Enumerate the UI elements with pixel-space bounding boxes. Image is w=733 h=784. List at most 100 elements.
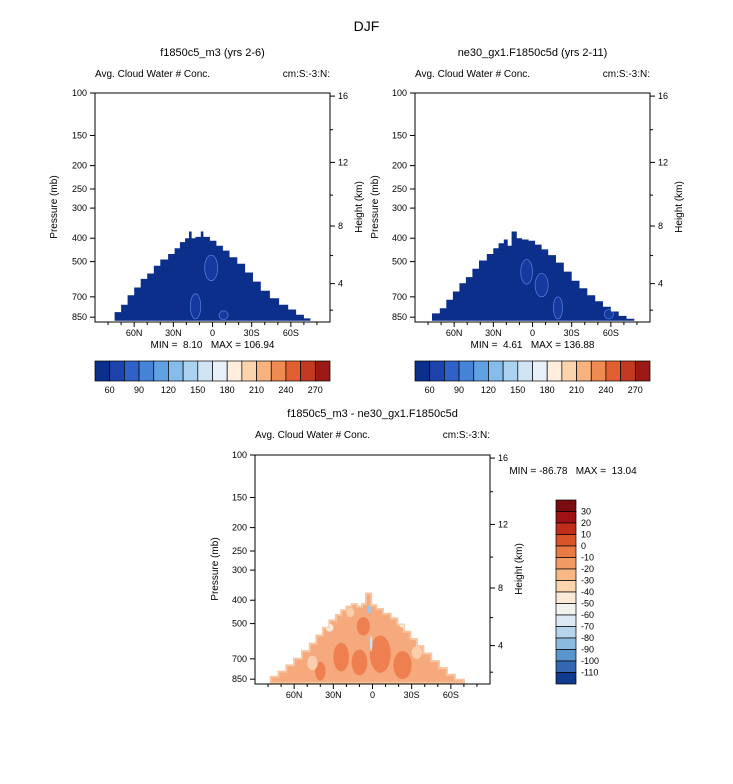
panel-0-axes: 100 150 200 250 300 400 500 700 850 16 12 8 4 60N 30N 0… <box>72 88 348 338</box>
svg-text:60N: 60N <box>126 328 143 338</box>
panel1-title: f1850c5_m3 (yrs 2-6) <box>160 47 265 59</box>
panel2-subtitle-left: Avg. Cloud Water # Conc. <box>415 69 531 80</box>
svg-text:150: 150 <box>510 385 525 395</box>
svg-text:240: 240 <box>278 385 293 395</box>
svg-text:0: 0 <box>210 328 215 338</box>
svg-text:60: 60 <box>105 385 115 395</box>
panel1-minmax-label: MIN = 8.10 MAX = 106.94 <box>150 340 275 351</box>
svg-text:8: 8 <box>338 221 343 231</box>
svg-text:700: 700 <box>232 654 247 664</box>
svg-text:210: 210 <box>569 385 584 395</box>
svg-text:300: 300 <box>392 203 407 213</box>
svg-text:-10: -10 <box>581 553 594 563</box>
panel-1-contour-details <box>520 259 614 320</box>
svg-text:-90: -90 <box>581 645 594 655</box>
svg-text:250: 250 <box>232 546 247 556</box>
svg-text:-60: -60 <box>581 610 594 620</box>
svg-text:150: 150 <box>232 492 247 502</box>
svg-text:30S: 30S <box>244 328 260 338</box>
svg-text:90: 90 <box>134 385 144 395</box>
panel1-units-label: cm:S:-3:N: <box>282 69 330 80</box>
svg-text:60N: 60N <box>446 328 463 338</box>
svg-text:-110: -110 <box>581 668 598 678</box>
svg-text:0: 0 <box>370 690 375 700</box>
panel-2-contour-region <box>269 592 465 684</box>
panel-1-colorbar: 60 90 120 150 180 210 240 270 <box>414 360 651 395</box>
panel-2-axes: 100 150 200 250 300 400 500 700 850 16 12 8 4 60N 30N 0… <box>232 450 508 700</box>
panel-0-colorbar: 60 90 120 150 180 210 240 270 <box>94 360 331 395</box>
svg-text:30S: 30S <box>404 690 420 700</box>
svg-text:30N: 30N <box>165 328 182 338</box>
svg-text:8: 8 <box>498 583 503 593</box>
svg-text:60S: 60S <box>443 690 459 700</box>
panel-0: 100 150 200 250 300 400 500 700 850 16 12 8 4 60N 30N 0… <box>72 88 348 395</box>
svg-text:400: 400 <box>72 233 87 243</box>
svg-text:-100: -100 <box>581 656 599 666</box>
svg-text:240: 240 <box>598 385 613 395</box>
svg-text:210: 210 <box>249 385 264 395</box>
svg-text:-30: -30 <box>581 576 594 586</box>
svg-text:270: 270 <box>628 385 643 395</box>
svg-text:16: 16 <box>658 91 668 101</box>
panel3-units-label: cm:S:-3:N: <box>442 430 490 441</box>
svg-text:16: 16 <box>338 91 348 101</box>
svg-text:150: 150 <box>392 130 407 140</box>
svg-text:250: 250 <box>72 184 87 194</box>
svg-text:60: 60 <box>425 385 435 395</box>
svg-text:200: 200 <box>72 161 87 171</box>
svg-text:120: 120 <box>481 385 496 395</box>
svg-text:150: 150 <box>190 385 205 395</box>
svg-text:8: 8 <box>658 221 663 231</box>
panel-1: 100 150 200 250 300 400 500 700 850 16 12 8 4 60N 30N 0… <box>392 88 668 395</box>
svg-text:500: 500 <box>392 257 407 267</box>
svg-text:12: 12 <box>498 519 508 529</box>
svg-text:12: 12 <box>338 157 348 167</box>
svg-text:700: 700 <box>392 292 407 302</box>
svg-text:850: 850 <box>72 312 87 322</box>
panel-1-axes: 100 150 200 250 300 400 500 700 850 16 12 8 4 60N 30N 0… <box>392 88 668 338</box>
panel3-minmax-label: MIN = -86.78 MAX = 13.04 <box>509 466 637 477</box>
svg-text:500: 500 <box>232 619 247 629</box>
svg-text:400: 400 <box>392 233 407 243</box>
svg-text:500: 500 <box>72 257 87 267</box>
panel2-units-label: cm:S:-3:N: <box>602 69 650 80</box>
svg-text:100: 100 <box>232 450 247 460</box>
svg-text:30: 30 <box>581 507 591 517</box>
panel-2-contour-details <box>307 605 423 681</box>
svg-text:200: 200 <box>392 161 407 171</box>
svg-text:300: 300 <box>232 565 247 575</box>
panel-1-contour-region <box>432 231 635 321</box>
panel-0-contour-details <box>189 254 229 321</box>
svg-text:60N: 60N <box>286 690 303 700</box>
svg-text:-40: -40 <box>581 587 594 597</box>
svg-text:4: 4 <box>338 279 343 289</box>
svg-text:250: 250 <box>392 184 407 194</box>
svg-text:12: 12 <box>658 157 668 167</box>
svg-text:150: 150 <box>72 130 87 140</box>
svg-text:30N: 30N <box>325 690 342 700</box>
svg-text:4: 4 <box>498 641 503 651</box>
svg-text:60S: 60S <box>283 328 299 338</box>
svg-text:400: 400 <box>232 595 247 605</box>
svg-text:200: 200 <box>232 523 247 533</box>
svg-text:90: 90 <box>454 385 464 395</box>
svg-text:100: 100 <box>392 88 407 98</box>
panel2-title: ne30_gx1.F1850c5d (yrs 2-11) <box>457 47 608 59</box>
figure-title: DJF <box>353 18 380 34</box>
svg-text:850: 850 <box>232 674 247 684</box>
svg-text:180: 180 <box>540 385 555 395</box>
panel3-title: f1850c5_m3 - ne30_gx1.F1850c5d <box>287 408 458 420</box>
svg-text:270: 270 <box>308 385 323 395</box>
panel1-subtitle-left: Avg. Cloud Water # Conc. <box>95 69 211 80</box>
svg-text:0: 0 <box>530 328 535 338</box>
svg-text:20: 20 <box>581 518 591 528</box>
panel3-subtitle-left: Avg. Cloud Water # Conc. <box>255 430 371 441</box>
svg-text:700: 700 <box>72 292 87 302</box>
svg-text:300: 300 <box>72 203 87 213</box>
svg-text:60S: 60S <box>603 328 619 338</box>
svg-text:-20: -20 <box>581 564 594 574</box>
